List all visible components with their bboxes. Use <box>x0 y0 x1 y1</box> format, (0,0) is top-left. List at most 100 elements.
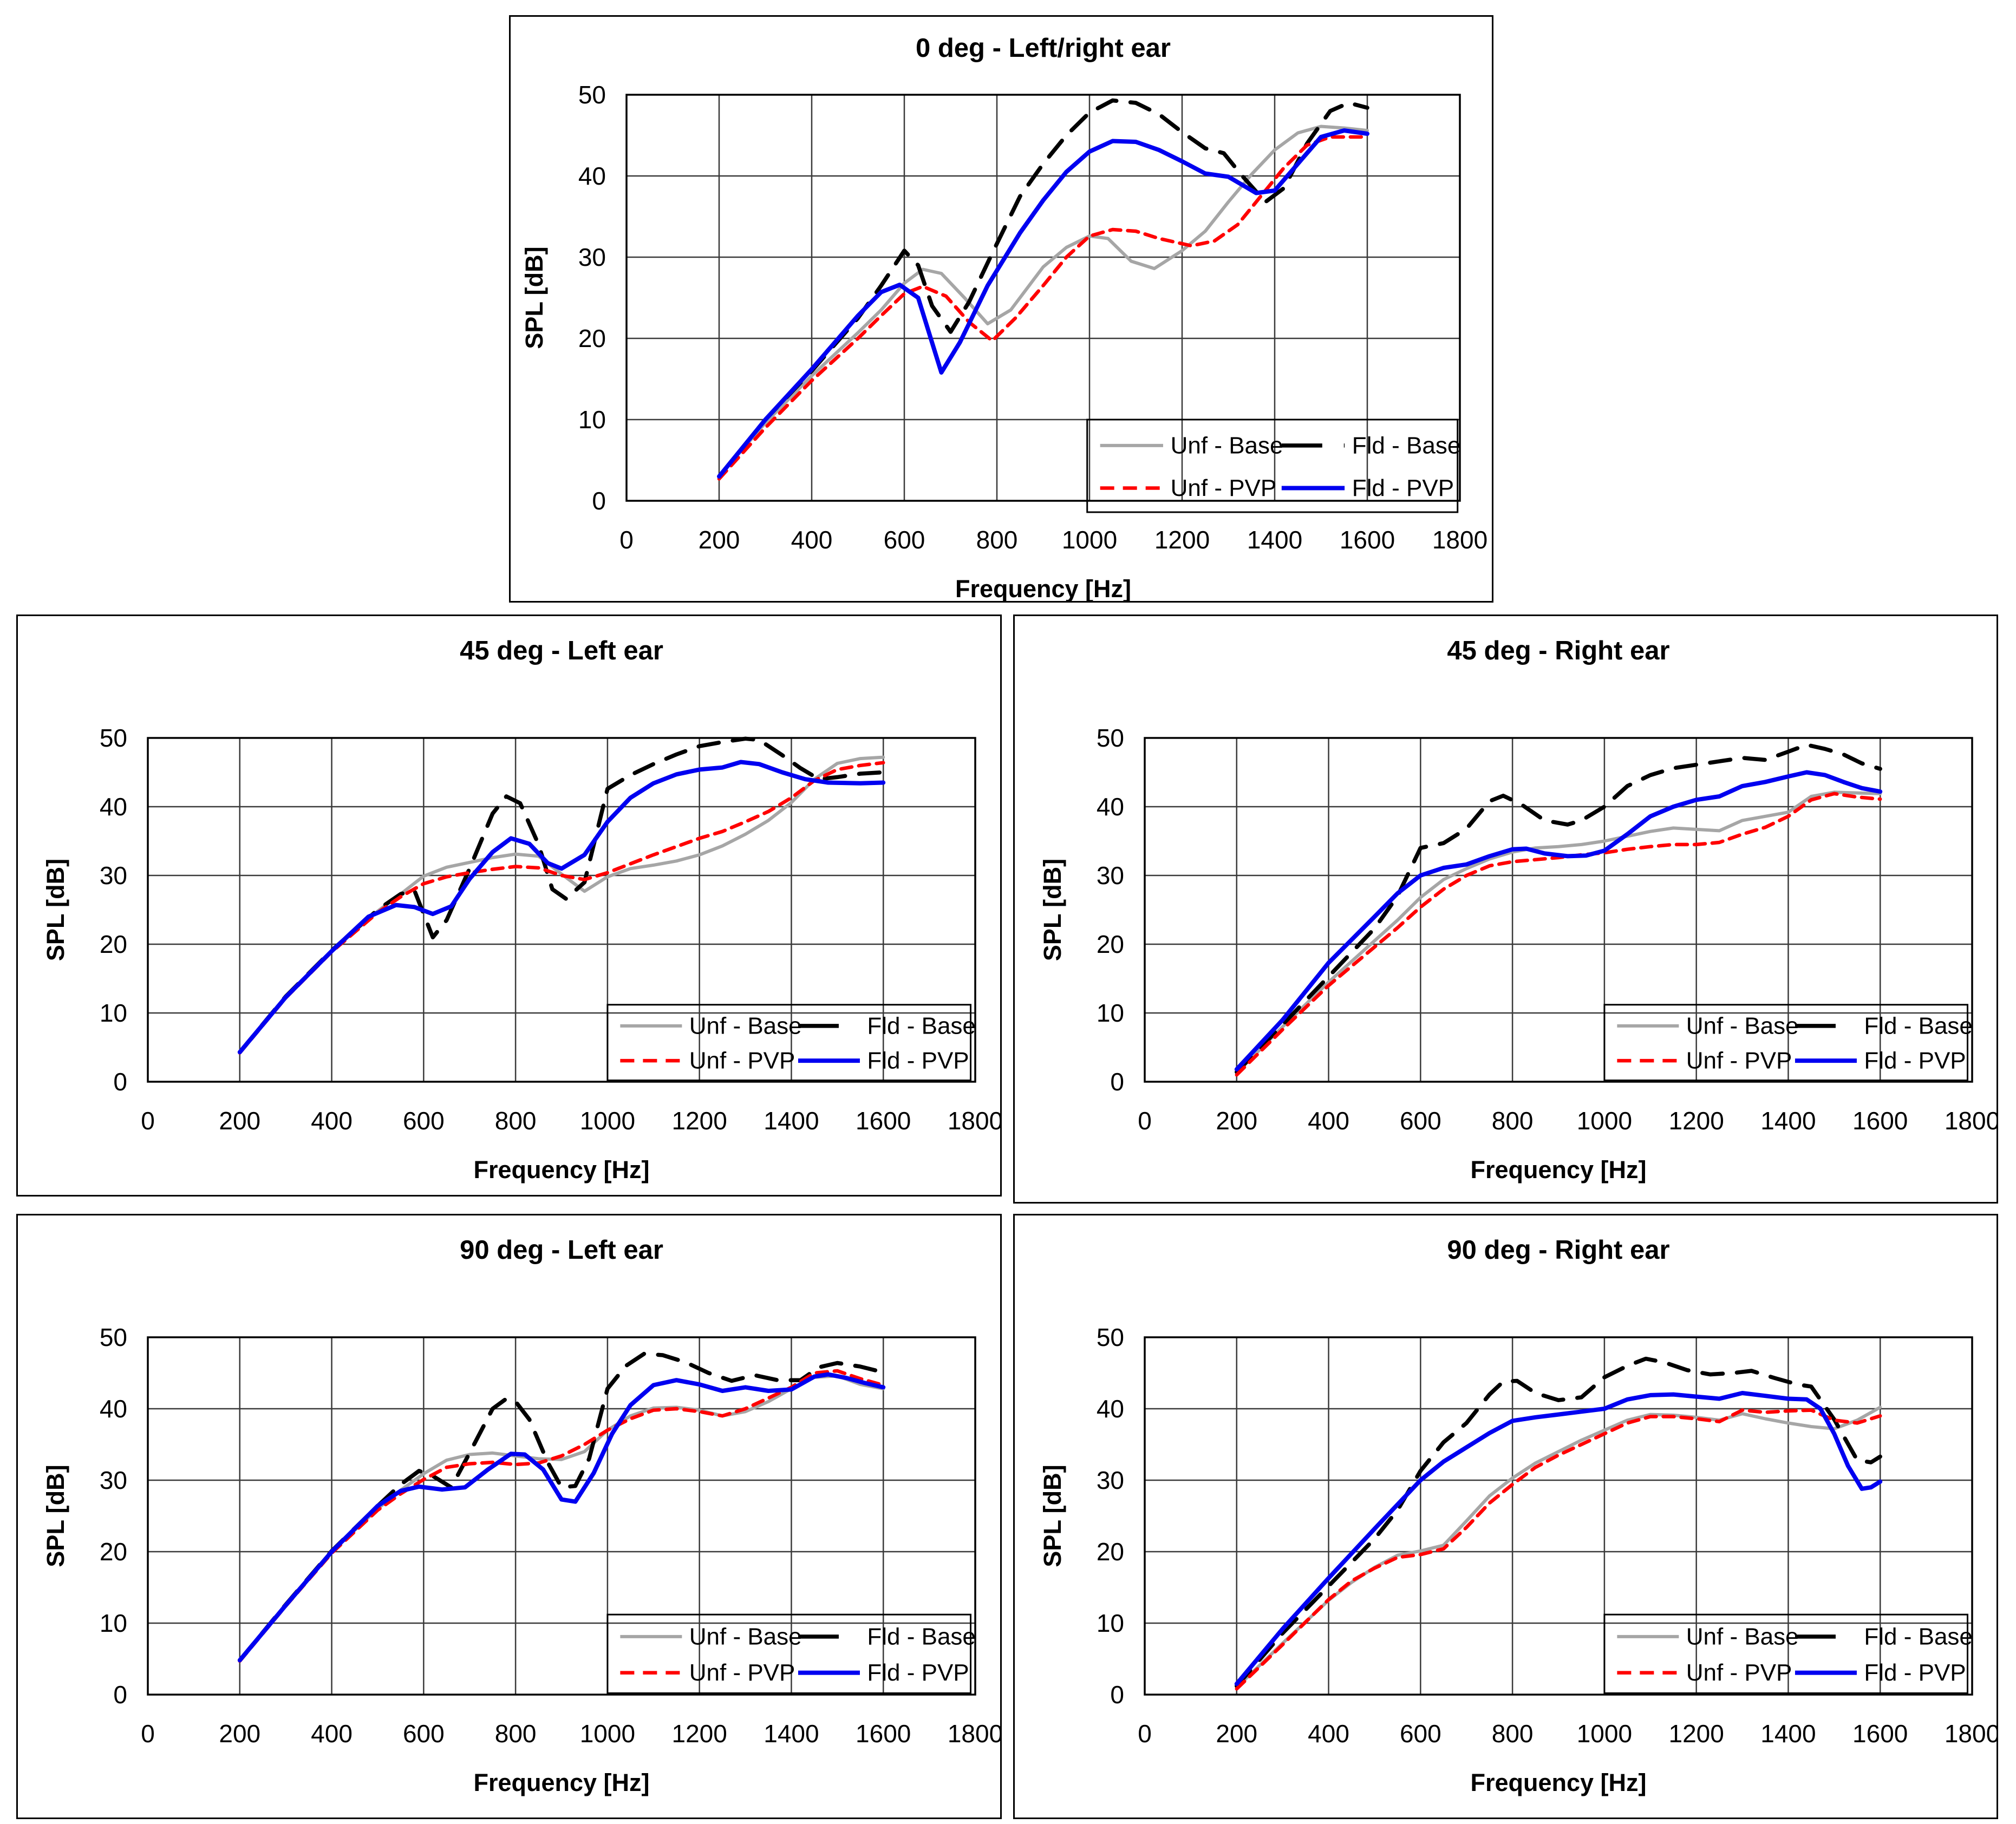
x-tick-400: 400 <box>311 1720 353 1748</box>
x-tick-0: 0 <box>619 526 634 554</box>
grid <box>147 737 976 1083</box>
x-tick-600: 600 <box>403 1720 445 1748</box>
plot-frame <box>1144 1336 1973 1696</box>
grid <box>1144 1336 1973 1696</box>
x-tick-labels: 0 200 400 600 800 1000 1200 1400 1600 1800 <box>141 1720 1000 1748</box>
x-tick-1600: 1600 <box>1852 1720 1908 1748</box>
x-tick-600: 600 <box>884 526 925 554</box>
x-tick-1200: 1200 <box>1668 1107 1724 1135</box>
series-unf-base <box>1235 1405 1882 1689</box>
x-tick-1600: 1600 <box>1340 526 1395 554</box>
x-tick-600: 600 <box>403 1107 445 1135</box>
y-tick-10: 10 <box>100 999 127 1027</box>
plot-frame <box>147 737 976 1083</box>
grid <box>147 1336 976 1696</box>
series-unf-pvp <box>238 1369 885 1663</box>
legend-label-unf-base: Unf - Base <box>1686 1012 1799 1039</box>
x-tick-1200: 1200 <box>1668 1720 1724 1748</box>
x-tick-labels: 0 200 400 600 800 1000 1200 1400 1600 1800 <box>1138 1720 1997 1748</box>
x-tick-0: 0 <box>1138 1720 1152 1748</box>
x-tick-400: 400 <box>1308 1720 1349 1748</box>
legend-label-fld-pvp: Fld - PVP <box>1864 1659 1966 1686</box>
legend-label-unf-pvp: Unf - PVP <box>689 1659 795 1686</box>
x-tick-800: 800 <box>1492 1107 1534 1135</box>
x-tick-1200: 1200 <box>671 1107 727 1135</box>
x-tick-1000: 1000 <box>580 1720 635 1748</box>
y-tick-0: 0 <box>1110 1068 1124 1096</box>
series-unf-base <box>238 755 885 1054</box>
plot-45deg-left: Unf - Base Fld - Base Unf - PVP Fld - PVP 0 2… <box>42 724 1000 1184</box>
legend-label-unf-base: Unf - Base <box>1686 1623 1799 1650</box>
legend: Unf - Base Fld - Base Unf - PVP Fld - PVP <box>1603 1004 1973 1081</box>
legend-label-fld-base: Fld - Base <box>1864 1012 1973 1039</box>
chart-title-90deg-right: 90 deg - Right ear <box>1447 1235 1670 1265</box>
plot-90deg-left: Unf - Base Fld - Base Unf - PVP Fld - PVP 0 2… <box>42 1323 1000 1796</box>
legend: Unf - Base Fld - Base Unf - PVP Fld - PVP <box>606 1004 976 1081</box>
legend-label-fld-base: Fld - Base <box>1864 1623 1973 1650</box>
legend-box <box>606 1004 972 1081</box>
x-tick-1800: 1800 <box>1432 526 1487 554</box>
y-tick-40: 40 <box>1097 793 1124 821</box>
x-tick-1600: 1600 <box>856 1720 911 1748</box>
x-tick-800: 800 <box>1492 1720 1534 1748</box>
y-axis-title: SPL [dB] <box>1039 1465 1066 1567</box>
x-axis-title: Frequency [Hz] <box>473 1769 649 1796</box>
x-tick-labels: 0 200 400 600 800 1000 1200 1400 1600 1800 <box>1138 1107 1997 1135</box>
chart-title-0deg: 0 deg - Left/right ear <box>915 34 1171 63</box>
chart-title-90deg-left: 90 deg - Left ear <box>460 1235 663 1265</box>
x-tick-0: 0 <box>141 1107 155 1135</box>
legend: Unf - Base Fld - Base Unf - PVP Fld - PVP <box>1086 419 1460 513</box>
chart-panel-90deg-right: 90 deg - Right ear Unf - Base Fld - Base U… <box>1013 1214 1998 1819</box>
legend-label-unf-pvp: Unf - PVP <box>689 1048 795 1074</box>
x-tick-1600: 1600 <box>1852 1107 1908 1135</box>
y-tick-labels: 0 10 20 30 40 50 <box>1097 724 1124 1096</box>
y-tick-50: 50 <box>100 1323 127 1351</box>
series-unf-base <box>238 1374 885 1662</box>
legend-box <box>1603 1613 1969 1694</box>
y-axis-title: SPL [dB] <box>42 1465 69 1567</box>
y-tick-40: 40 <box>100 1395 127 1423</box>
x-tick-200: 200 <box>219 1720 260 1748</box>
plot-frame <box>1144 737 1973 1083</box>
y-tick-50: 50 <box>1097 724 1124 752</box>
x-tick-200: 200 <box>699 526 740 554</box>
chart-title-45deg-right: 45 deg - Right ear <box>1447 636 1670 665</box>
x-axis-title: Frequency [Hz] <box>1470 1769 1646 1796</box>
y-tick-labels: 0 10 20 30 40 50 <box>1097 1323 1124 1709</box>
x-tick-1400: 1400 <box>1760 1107 1816 1135</box>
y-axis-title: SPL [dB] <box>42 859 69 961</box>
series-fld-pvp <box>237 1372 886 1663</box>
x-axis-title: Frequency [Hz] <box>473 1156 649 1184</box>
x-tick-1800: 1800 <box>1945 1107 1997 1135</box>
x-tick-1000: 1000 <box>1577 1107 1632 1135</box>
y-tick-20: 20 <box>578 324 606 352</box>
x-tick-400: 400 <box>1308 1107 1349 1135</box>
y-tick-10: 10 <box>1097 999 1124 1027</box>
chart-panel-45deg-left: 45 deg - Left ear Unf - Base Fld - Base Un… <box>16 614 1002 1197</box>
plot-frame <box>147 1336 976 1696</box>
x-tick-200: 200 <box>219 1107 260 1135</box>
y-tick-40: 40 <box>100 793 127 821</box>
x-tick-200: 200 <box>1216 1107 1257 1135</box>
legend-label-unf-base: Unf - Base <box>689 1012 802 1039</box>
plot-45deg-right: Unf - Base Fld - Base Unf - PVP Fld - PVP 0 2… <box>1039 724 1997 1184</box>
series-fld-pvp <box>1234 770 1883 1072</box>
x-tick-labels: 0 200 400 600 800 1000 1200 1400 1600 1800 <box>141 1107 1000 1135</box>
y-tick-10: 10 <box>1097 1609 1124 1637</box>
x-tick-1200: 1200 <box>671 1720 727 1748</box>
series-fld-base <box>1235 1356 1882 1688</box>
chart-panel-90deg-left: 90 deg - Left ear Unf - Base Fld - Base Un… <box>16 1214 1002 1819</box>
y-tick-50: 50 <box>1097 1323 1124 1351</box>
y-tick-labels: 0 10 20 30 40 50 <box>100 724 127 1096</box>
x-tick-1200: 1200 <box>1154 526 1210 554</box>
series-unf-base <box>717 125 1369 478</box>
y-tick-30: 30 <box>578 243 606 271</box>
x-tick-1400: 1400 <box>764 1720 819 1748</box>
x-tick-1000: 1000 <box>1577 1720 1632 1748</box>
series-unf-pvp <box>717 135 1369 481</box>
series-fld-base <box>1235 742 1882 1074</box>
series-fld-pvp <box>717 128 1369 479</box>
x-tick-1600: 1600 <box>856 1107 911 1135</box>
series-unf-pvp <box>238 761 885 1055</box>
